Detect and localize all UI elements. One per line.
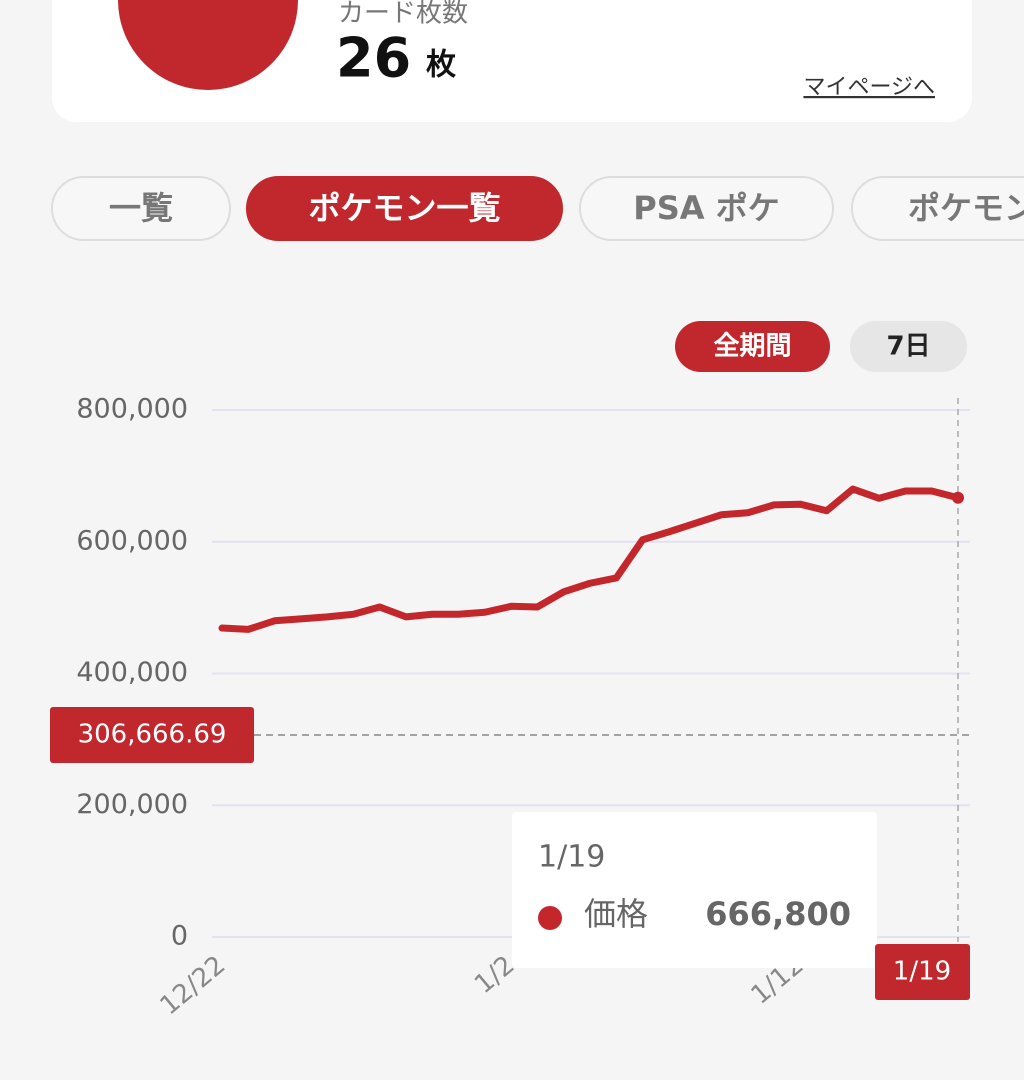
tooltip-series: 価格 xyxy=(584,895,648,933)
hover-point xyxy=(952,491,964,504)
tab[interactable] xyxy=(246,176,563,241)
avatar xyxy=(118,0,298,90)
tooltip-value: 666,800 xyxy=(705,895,851,933)
tab-label[interactable]: ポケモン一覧 xyxy=(308,189,500,227)
tab[interactable] xyxy=(851,176,1024,241)
x-badge xyxy=(875,944,970,1000)
price-line xyxy=(218,485,962,633)
tab-label[interactable]: ポケモン xyxy=(908,189,1024,227)
period-switch: 全期間 7日 xyxy=(675,321,967,372)
x-tick-label: 12/22 xyxy=(155,950,232,1021)
tab[interactable] xyxy=(579,176,834,241)
y-tick-label: 200,000 xyxy=(76,789,188,820)
card-label: カード枚数 xyxy=(338,0,468,29)
y-tick-label: 0 xyxy=(171,921,188,952)
period-button[interactable] xyxy=(675,321,830,372)
tab-bar: 一覧 ポケモン一覧 PSA ポケ ポケモン xyxy=(51,176,1024,241)
card-count: 26 xyxy=(336,27,411,90)
y-tick-label: 800,000 xyxy=(76,394,188,425)
tab-label[interactable]: 一覧 xyxy=(109,189,173,227)
card-unit: 枚 xyxy=(426,48,456,83)
y-tick-label: 400,000 xyxy=(76,657,188,688)
tooltip xyxy=(512,812,877,968)
period-label[interactable]: 全期間 xyxy=(713,332,791,362)
chart: 0 200,000 400,000 600,000 800,000 306,666.69 1… xyxy=(50,394,970,1021)
tab-label[interactable]: PSA ポケ xyxy=(633,189,779,227)
period-button[interactable] xyxy=(850,321,967,372)
tooltip-date: 1/19 xyxy=(538,840,605,875)
x-badge-label: 1/19 xyxy=(893,957,951,987)
mypage-link[interactable]: マイページへ xyxy=(803,75,935,100)
tab[interactable] xyxy=(51,176,231,241)
reference-badge xyxy=(50,706,254,763)
period-label[interactable]: 7日 xyxy=(886,332,930,362)
reference-label: 306,666.69 xyxy=(78,719,227,749)
y-tick-label: 600,000 xyxy=(76,525,188,556)
tooltip-swatch xyxy=(538,906,562,930)
